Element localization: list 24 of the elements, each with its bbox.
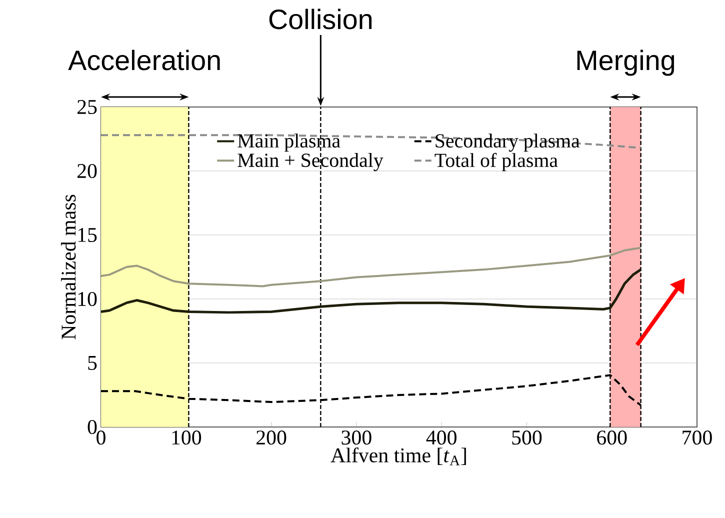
band-label: Merging — [577, 50, 674, 76]
ref-line-label: Collision — [269, 8, 372, 30]
band-label: Acceleration — [68, 50, 220, 70]
x-axis-title: Alfven time [t$_{A}$] — [330, 447, 466, 466]
y-tick-label: 10 — [78, 292, 97, 306]
y-axis-title: Normalized mass — [61, 194, 76, 340]
legend-label: Total of plasma — [434, 152, 558, 172]
y-tick-label: 25 — [77, 100, 97, 114]
line-series — [100, 268, 642, 314]
x-tick-label: 300 — [342, 430, 372, 445]
x-tick-label: 400 — [426, 430, 456, 445]
y-tick-label: 15 — [78, 228, 97, 242]
y-tick-label: 20 — [77, 164, 97, 178]
x-tick-label: 700 — [682, 430, 712, 445]
x-tick-label: 500 — [512, 430, 542, 445]
legend-label: Secondary plasma — [436, 134, 580, 152]
line-series — [100, 246, 642, 288]
legend-label: Main plasma — [238, 134, 340, 152]
legend-label: Main + Secondaly — [238, 152, 384, 172]
x-tick-label: 200 — [256, 430, 286, 445]
y-tick-label: 5 — [88, 356, 97, 370]
x-tick-label: 600 — [597, 430, 627, 445]
x-tick-label: 100 — [172, 430, 202, 445]
y-tick-label: 0 — [88, 420, 97, 434]
